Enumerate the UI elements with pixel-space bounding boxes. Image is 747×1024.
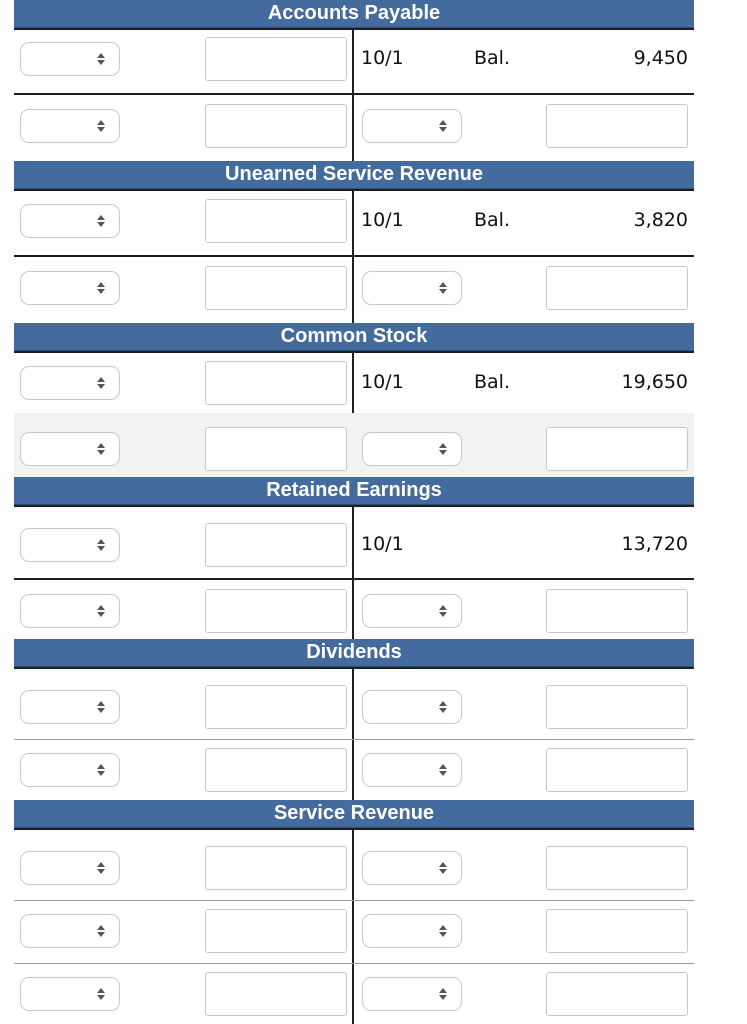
up-down-arrows-icon — [97, 605, 105, 617]
account-dropdown[interactable] — [362, 914, 462, 948]
account-header: Unearned Service Revenue — [14, 161, 694, 189]
up-down-arrows-icon — [439, 862, 447, 874]
account-dropdown[interactable] — [20, 977, 120, 1011]
header-rule — [14, 189, 694, 191]
balance-date: 10/1 — [361, 533, 404, 555]
row-rule — [14, 963, 694, 964]
credit-amount-input[interactable] — [546, 909, 688, 953]
debit-amount-input[interactable] — [205, 685, 347, 729]
up-down-arrows-icon — [97, 764, 105, 776]
account-dropdown[interactable] — [20, 690, 120, 724]
account-dropdown[interactable] — [20, 753, 120, 787]
row-rule — [14, 578, 694, 580]
t-account-divider — [352, 828, 354, 1024]
up-down-arrows-icon — [97, 53, 105, 65]
account-dropdown[interactable] — [362, 977, 462, 1011]
up-down-arrows-icon — [439, 282, 447, 294]
up-down-arrows-icon — [97, 701, 105, 713]
account-header: Common Stock — [14, 323, 694, 351]
header-rule — [14, 505, 694, 507]
account-header: Retained Earnings — [14, 477, 694, 505]
credit-amount-input[interactable] — [546, 427, 688, 471]
t-account-divider — [352, 667, 354, 800]
debit-amount-input[interactable] — [205, 427, 347, 471]
credit-amount-input[interactable] — [546, 104, 688, 148]
row-rule — [14, 900, 694, 901]
up-down-arrows-icon — [439, 701, 447, 713]
row-rule — [14, 739, 694, 740]
balance-amount: 3,820 — [633, 209, 688, 231]
up-down-arrows-icon — [439, 925, 447, 937]
debit-amount-input[interactable] — [205, 909, 347, 953]
debit-amount-input[interactable] — [205, 589, 347, 633]
account-dropdown[interactable] — [20, 366, 120, 400]
balance-amount: 19,650 — [621, 371, 688, 393]
debit-amount-input[interactable] — [205, 523, 347, 567]
credit-amount-input[interactable] — [546, 748, 688, 792]
row-rule — [14, 255, 694, 257]
balance-label: Bal. — [474, 47, 510, 69]
up-down-arrows-icon — [97, 988, 105, 1000]
t-account-divider — [352, 505, 354, 639]
debit-amount-input[interactable] — [205, 972, 347, 1016]
balance-date: 10/1 — [361, 371, 404, 393]
credit-amount-input[interactable] — [546, 972, 688, 1016]
up-down-arrows-icon — [97, 443, 105, 455]
header-rule — [14, 667, 694, 669]
account-dropdown[interactable] — [20, 528, 120, 562]
debit-amount-input[interactable] — [205, 748, 347, 792]
account-dropdown[interactable] — [362, 109, 462, 143]
account-dropdown[interactable] — [362, 753, 462, 787]
up-down-arrows-icon — [439, 988, 447, 1000]
debit-amount-input[interactable] — [205, 104, 347, 148]
up-down-arrows-icon — [97, 862, 105, 874]
up-down-arrows-icon — [439, 764, 447, 776]
account-dropdown[interactable] — [20, 594, 120, 628]
balance-date: 10/1 — [361, 47, 404, 69]
account-dropdown[interactable] — [20, 271, 120, 305]
up-down-arrows-icon — [439, 443, 447, 455]
account-dropdown[interactable] — [362, 594, 462, 628]
header-rule — [14, 828, 694, 830]
account-header: Accounts Payable — [14, 0, 694, 28]
header-rule — [14, 351, 694, 353]
balance-amount: 9,450 — [633, 47, 688, 69]
up-down-arrows-icon — [97, 377, 105, 389]
debit-amount-input[interactable] — [205, 846, 347, 890]
balance-label: Bal. — [474, 371, 510, 393]
account-dropdown[interactable] — [20, 109, 120, 143]
balance-amount: 13,720 — [621, 533, 688, 555]
account-dropdown[interactable] — [20, 432, 120, 466]
up-down-arrows-icon — [97, 925, 105, 937]
up-down-arrows-icon — [97, 120, 105, 132]
account-dropdown[interactable] — [20, 42, 120, 76]
row-rule — [14, 93, 694, 95]
credit-amount-input[interactable] — [546, 685, 688, 729]
credit-amount-input[interactable] — [546, 846, 688, 890]
balance-label: Bal. — [474, 209, 510, 231]
credit-amount-input[interactable] — [546, 266, 688, 310]
credit-amount-input[interactable] — [546, 589, 688, 633]
up-down-arrows-icon — [439, 605, 447, 617]
account-header: Service Revenue — [14, 800, 694, 828]
account-dropdown[interactable] — [362, 432, 462, 466]
account-dropdown[interactable] — [20, 914, 120, 948]
account-dropdown[interactable] — [362, 851, 462, 885]
up-down-arrows-icon — [97, 539, 105, 551]
debit-amount-input[interactable] — [205, 361, 347, 405]
up-down-arrows-icon — [97, 215, 105, 227]
account-dropdown[interactable] — [20, 204, 120, 238]
debit-amount-input[interactable] — [205, 37, 347, 81]
header-rule — [14, 28, 694, 30]
debit-amount-input[interactable] — [205, 199, 347, 243]
account-dropdown[interactable] — [20, 851, 120, 885]
account-dropdown[interactable] — [362, 271, 462, 305]
up-down-arrows-icon — [439, 120, 447, 132]
balance-date: 10/1 — [361, 209, 404, 231]
account-header: Dividends — [14, 639, 694, 667]
up-down-arrows-icon — [97, 282, 105, 294]
debit-amount-input[interactable] — [205, 266, 347, 310]
account-dropdown[interactable] — [362, 690, 462, 724]
